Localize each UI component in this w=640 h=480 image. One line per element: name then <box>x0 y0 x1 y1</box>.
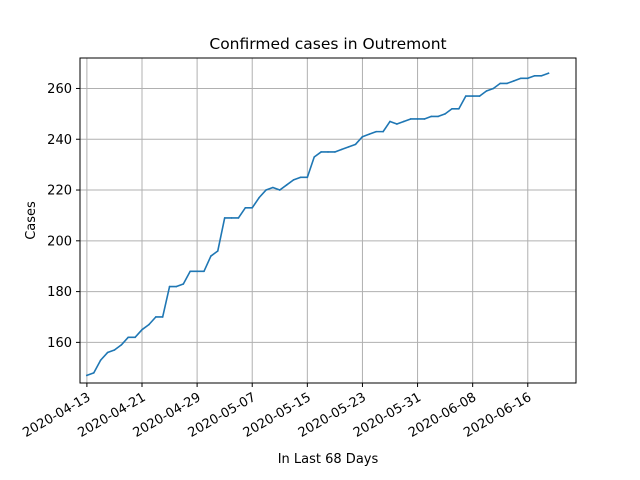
data-point <box>120 344 123 346</box>
y-tick-label: 180 <box>47 285 72 300</box>
data-point <box>292 179 295 181</box>
data-point <box>354 143 357 146</box>
plot-frame <box>79 57 577 384</box>
data-point <box>223 217 226 219</box>
y-tick-label: 220 <box>47 184 72 199</box>
y-tick-label: 240 <box>47 133 72 148</box>
y-axis-label: Cases <box>24 201 39 240</box>
data-point <box>203 270 205 273</box>
data-point <box>210 255 212 257</box>
data-point <box>230 217 233 219</box>
data-point <box>526 77 529 80</box>
data-point <box>513 80 515 82</box>
data-point <box>340 148 343 151</box>
data-point <box>347 146 350 148</box>
data-point <box>237 217 240 219</box>
data-point <box>361 135 364 138</box>
data-point <box>141 328 143 331</box>
data-point <box>127 336 130 339</box>
data-point <box>148 323 150 326</box>
data-point <box>430 115 433 118</box>
data-point <box>265 189 267 191</box>
data-point <box>113 349 116 351</box>
y-tick-label: 200 <box>47 234 72 249</box>
data-point <box>175 285 178 288</box>
data-point <box>334 151 336 153</box>
data-point <box>182 283 185 285</box>
y-tick-label: 260 <box>47 82 72 97</box>
data-point <box>471 95 474 97</box>
gridlines <box>80 58 576 383</box>
data-point <box>327 151 329 153</box>
y-tick-label: 160 <box>47 336 72 351</box>
data-point <box>540 74 543 77</box>
data-point <box>451 107 453 110</box>
data-point <box>306 176 309 179</box>
data-point <box>396 123 398 125</box>
data-point <box>196 270 198 273</box>
data-point <box>416 118 419 120</box>
data-point <box>285 184 288 186</box>
data-point <box>278 189 281 191</box>
data-point <box>547 72 550 75</box>
data-point <box>389 120 391 123</box>
data-point <box>533 74 536 77</box>
data-point <box>99 359 102 361</box>
data-point <box>485 90 488 92</box>
data-point <box>423 118 426 120</box>
data-point <box>382 130 384 133</box>
data-point <box>464 95 467 97</box>
data-point <box>437 115 440 118</box>
data-point <box>299 176 302 179</box>
data-point <box>499 82 502 85</box>
data-point <box>458 107 460 110</box>
x-axis-label: In Last 68 Days <box>278 452 379 467</box>
data-point <box>492 87 495 90</box>
data-point <box>86 374 88 377</box>
data-point <box>106 351 109 354</box>
data-point <box>161 316 164 318</box>
data-point <box>478 95 481 97</box>
data-point <box>244 207 247 209</box>
data-point <box>375 130 378 133</box>
series-line <box>85 72 550 377</box>
data-point <box>368 133 371 135</box>
data-point <box>320 151 322 153</box>
data-point <box>189 270 192 273</box>
data-point <box>409 118 412 120</box>
data-point <box>402 120 405 123</box>
chart-title: Confirmed cases in Outremont <box>209 35 446 53</box>
data-point <box>258 196 260 199</box>
y-axis-ticks: 160 180 200 220 240 260 <box>47 82 80 351</box>
data-point <box>216 250 219 252</box>
data-point <box>134 336 136 339</box>
data-point <box>506 82 508 85</box>
data-point <box>313 156 316 158</box>
data-point <box>251 207 254 209</box>
data-point <box>444 113 446 115</box>
data-point <box>92 372 95 374</box>
data-point <box>168 285 171 288</box>
series-layer <box>85 72 550 377</box>
data-point <box>272 186 274 189</box>
data-point <box>154 316 157 318</box>
data-point <box>520 77 522 80</box>
